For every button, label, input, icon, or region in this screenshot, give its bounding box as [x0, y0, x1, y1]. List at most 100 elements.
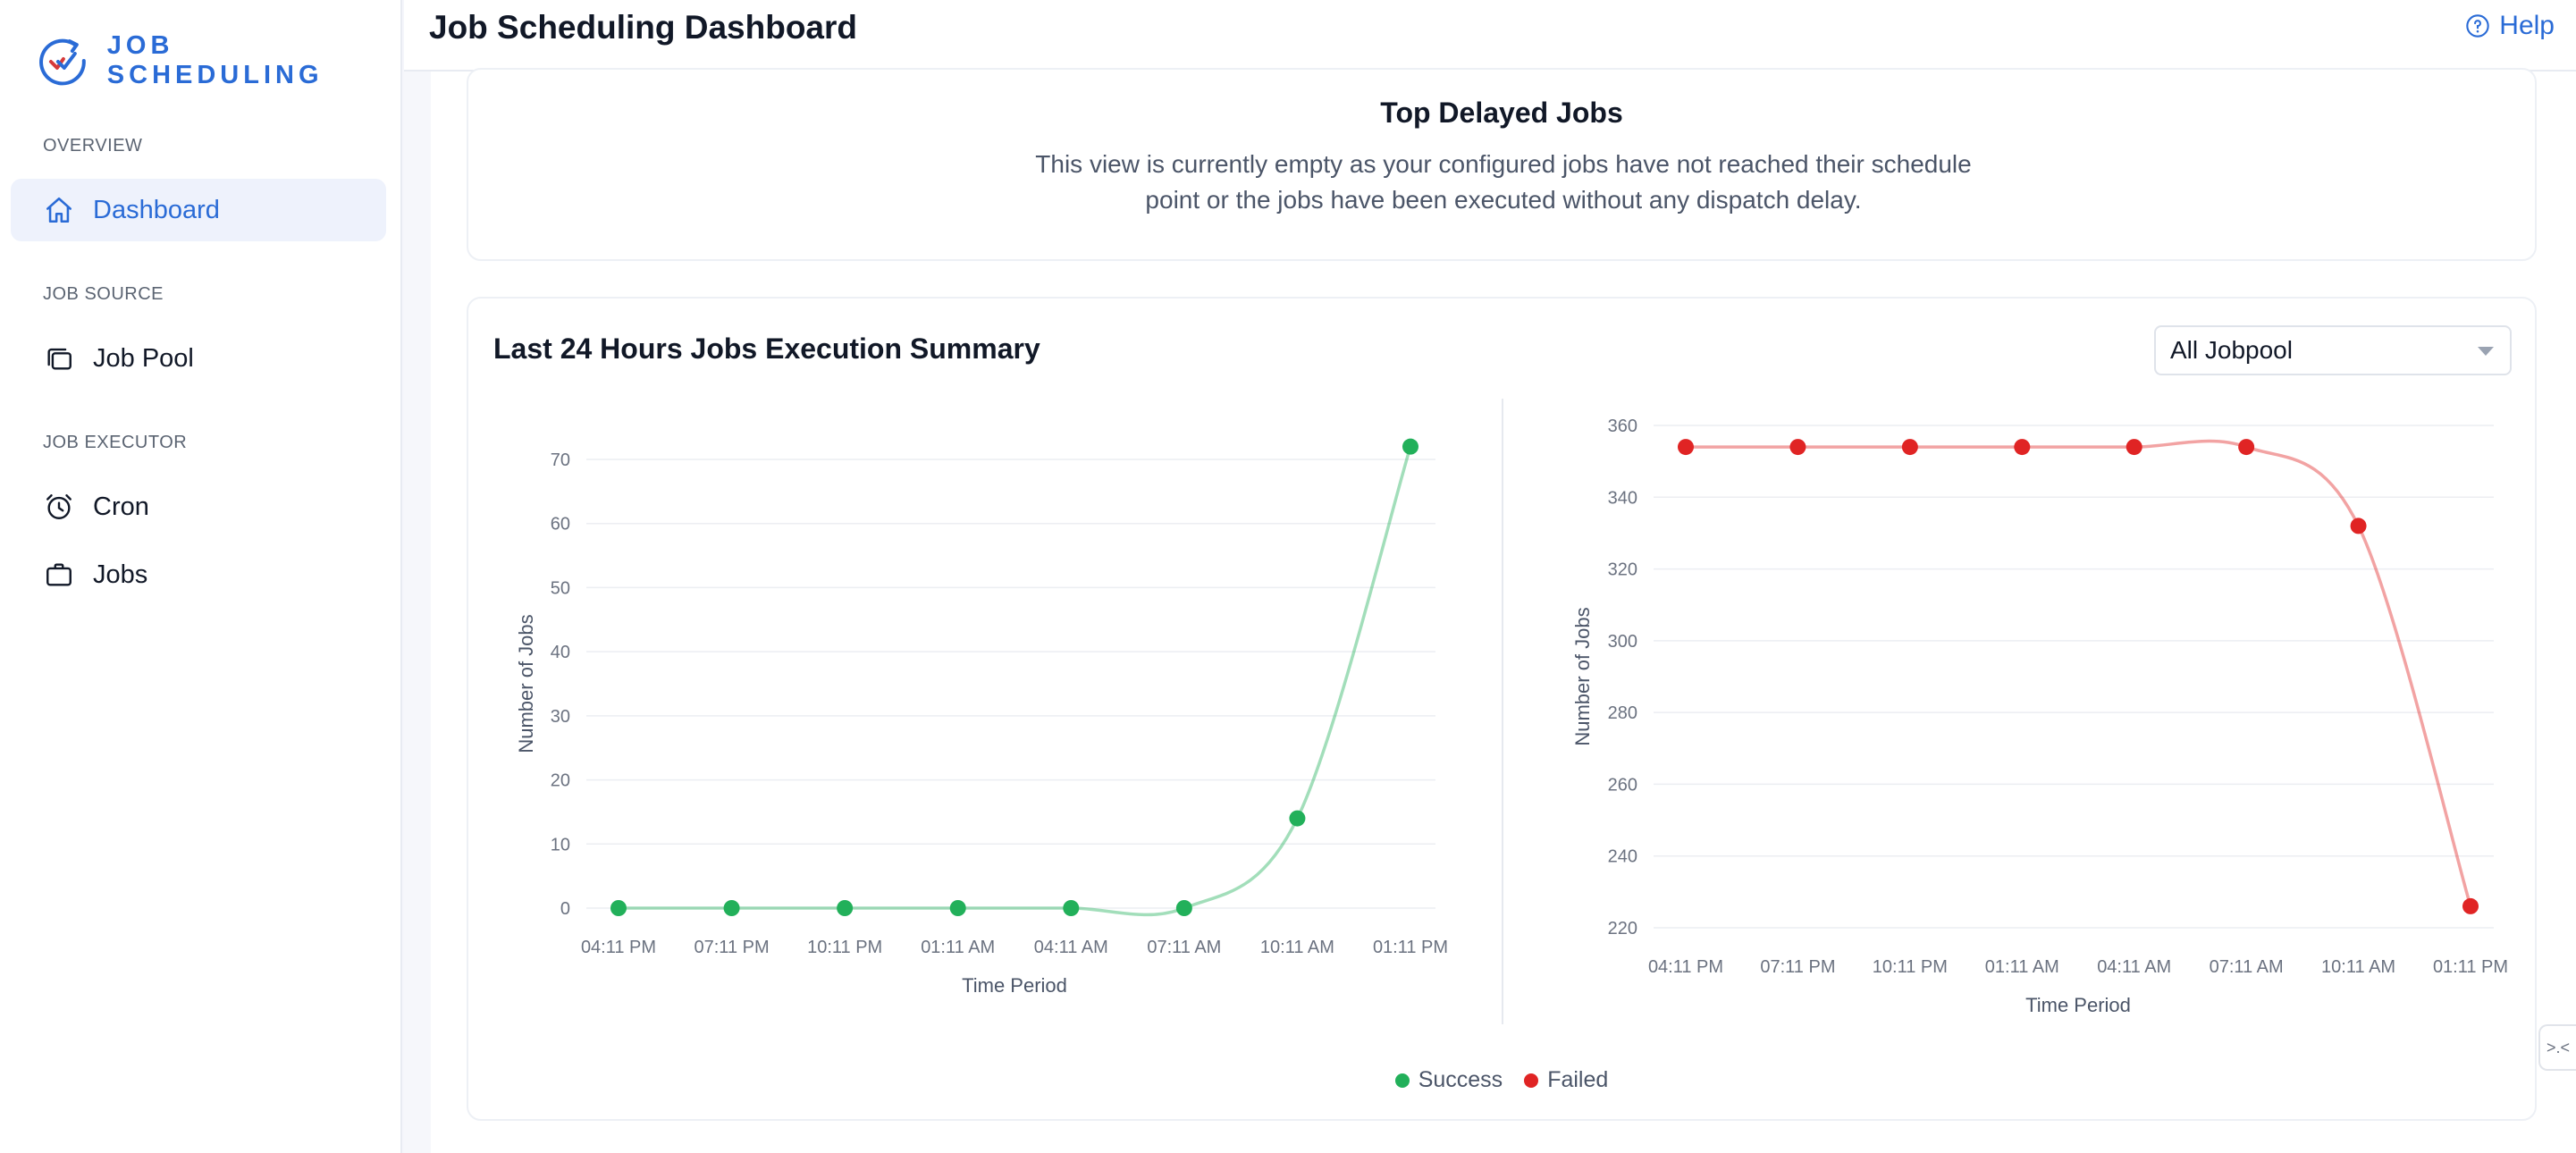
y-tick-label: 60	[551, 515, 570, 534]
jobpool-filter-value: All Jobpool	[2170, 336, 2293, 364]
y-tick-label: 40	[551, 643, 570, 662]
execution-summary-card: Last 24 Hours Jobs Execution Summary All…	[467, 297, 2537, 1121]
y-tick-label: 340	[1608, 488, 1637, 508]
content-gutter	[404, 72, 431, 1153]
x-axis-label: Time Period	[2025, 994, 2131, 1016]
y-tick-label: 10	[551, 835, 570, 854]
x-tick-label: 04:11 PM	[1648, 957, 1723, 977]
data-point[interactable]	[949, 900, 966, 916]
stack-icon	[43, 342, 75, 375]
delayed-jobs-title: Top Delayed Jobs	[1380, 97, 1623, 129]
alarm-clock-icon	[43, 491, 75, 523]
home-icon	[43, 194, 75, 226]
question-circle-icon	[2466, 14, 2490, 38]
legend-dot	[1394, 1073, 1410, 1088]
y-tick-label: 220	[1608, 919, 1637, 938]
data-point[interactable]	[1289, 810, 1306, 827]
caret-down-icon	[2478, 347, 2494, 356]
series-line	[1686, 439, 2472, 907]
x-tick-label: 10:11 AM	[2321, 957, 2395, 977]
side-panel-toggle[interactable]: >.<	[2538, 1024, 2576, 1071]
y-tick-label: 260	[1608, 775, 1637, 795]
sidebar-item-label: Dashboard	[93, 195, 220, 224]
data-point[interactable]	[2238, 439, 2255, 456]
data-point[interactable]	[1063, 900, 1080, 916]
x-tick-label: 10:11 PM	[807, 938, 882, 957]
briefcase-icon	[43, 559, 75, 591]
x-tick-label: 07:11 AM	[1147, 938, 1221, 957]
check-circle-logo-icon	[39, 38, 86, 86]
legend-label: Success	[1418, 1067, 1503, 1092]
y-tick-label: 70	[551, 450, 570, 470]
chart-divider	[1502, 399, 1503, 1024]
y-tick-label: 0	[560, 899, 570, 919]
jobpool-filter-select[interactable]: All Jobpool	[2154, 325, 2512, 375]
help-label: Help	[2499, 11, 2555, 40]
sidebar-item-label: Jobs	[93, 560, 148, 589]
y-tick-label: 360	[1608, 417, 1637, 436]
delayed-jobs-empty-message: This view is currently empty as your con…	[960, 147, 2047, 218]
data-point[interactable]	[2014, 439, 2031, 456]
sidebar-item-label: Cron	[93, 492, 149, 521]
x-tick-label: 01:11 AM	[1985, 957, 2059, 977]
data-point[interactable]	[2126, 439, 2142, 456]
section-label-overview: OVERVIEW	[43, 136, 143, 156]
y-tick-label: 240	[1608, 847, 1637, 867]
brand-logo[interactable]: JOB SCHEDULING	[36, 31, 400, 89]
x-tick-label: 01:11 PM	[1373, 938, 1448, 957]
x-tick-label: 07:11 PM	[1760, 957, 1835, 977]
data-point[interactable]	[1789, 439, 1806, 456]
legend-dot	[1524, 1073, 1539, 1088]
help-link[interactable]: Help	[2465, 11, 2555, 41]
x-axis-label: Time Period	[962, 974, 1067, 997]
data-point[interactable]	[2350, 518, 2367, 534]
section-label-job-source: JOB SOURCE	[43, 284, 164, 304]
top-header: Job Scheduling Dashboard Help	[404, 0, 2576, 72]
sidebar-item-jobs[interactable]: Jobs	[11, 543, 386, 606]
legend-item-failed[interactable]: Failed	[1524, 1067, 1608, 1093]
y-tick-label: 300	[1608, 632, 1637, 652]
x-tick-label: 07:11 PM	[695, 938, 770, 957]
main-content[interactable]: Top Delayed Jobs This view is currently …	[431, 68, 2576, 1153]
sidebar-item-cron[interactable]: Cron	[11, 476, 386, 538]
x-tick-label: 01:11 AM	[921, 938, 995, 957]
x-tick-label: 04:11 AM	[1034, 938, 1108, 957]
empty-message-line: This view is currently empty as your con…	[1035, 150, 1972, 178]
y-axis-label: Number of Jobs	[1571, 607, 1594, 745]
x-tick-label: 10:11 AM	[1260, 938, 1334, 957]
y-axis-label: Number of Jobs	[515, 614, 537, 753]
x-tick-label: 04:11 AM	[2097, 957, 2171, 977]
legend-label: Failed	[1547, 1067, 1609, 1092]
x-tick-label: 07:11 AM	[2210, 957, 2284, 977]
data-point[interactable]	[1402, 438, 1418, 455]
x-tick-label: 04:11 PM	[581, 938, 656, 957]
y-tick-label: 280	[1608, 703, 1637, 723]
sidebar-item-label: Job Pool	[93, 343, 194, 373]
top-delayed-jobs-card: Top Delayed Jobs This view is currently …	[467, 68, 2537, 261]
y-tick-label: 320	[1608, 560, 1637, 580]
empty-message-line: point or the jobs have been executed wit…	[1145, 186, 1862, 214]
success-chart: 0 10 20 30 40 50 60 70 04:11 PM 07:11 PM 10:11 PM 0…	[515, 438, 1448, 997]
page-title: Job Scheduling Dashboard	[429, 9, 857, 46]
data-point[interactable]	[1175, 900, 1192, 916]
x-tick-label: 01:11 PM	[2433, 957, 2508, 977]
brand-name: JOB SCHEDULING	[106, 31, 324, 89]
y-tick-label: 20	[551, 771, 570, 791]
data-point[interactable]	[723, 900, 740, 916]
x-tick-label: 10:11 PM	[1873, 957, 1948, 977]
data-point[interactable]	[837, 900, 854, 916]
y-tick-label: 30	[551, 707, 570, 727]
section-label-job-executor: JOB EXECUTOR	[43, 433, 188, 452]
data-point[interactable]	[2462, 897, 2479, 914]
chart-legend: Success Failed	[468, 1067, 2535, 1093]
summary-title: Last 24 Hours Jobs Execution Summary	[493, 332, 1040, 365]
data-point[interactable]	[610, 900, 627, 916]
data-point[interactable]	[1678, 439, 1694, 456]
sidebar: JOB SCHEDULING OVERVIEW Dashboard JOB SO…	[0, 0, 402, 1153]
y-tick-label: 50	[551, 578, 570, 598]
failed-chart: 220 240 260 280 300 320 340 360 04:11 PM 07:11 PM…	[1571, 417, 2508, 1016]
sidebar-item-dashboard[interactable]: Dashboard	[11, 179, 386, 241]
legend-item-success[interactable]: Success	[1394, 1067, 1503, 1093]
data-point[interactable]	[1901, 439, 1918, 456]
sidebar-item-job-pool[interactable]: Job Pool	[11, 327, 386, 390]
